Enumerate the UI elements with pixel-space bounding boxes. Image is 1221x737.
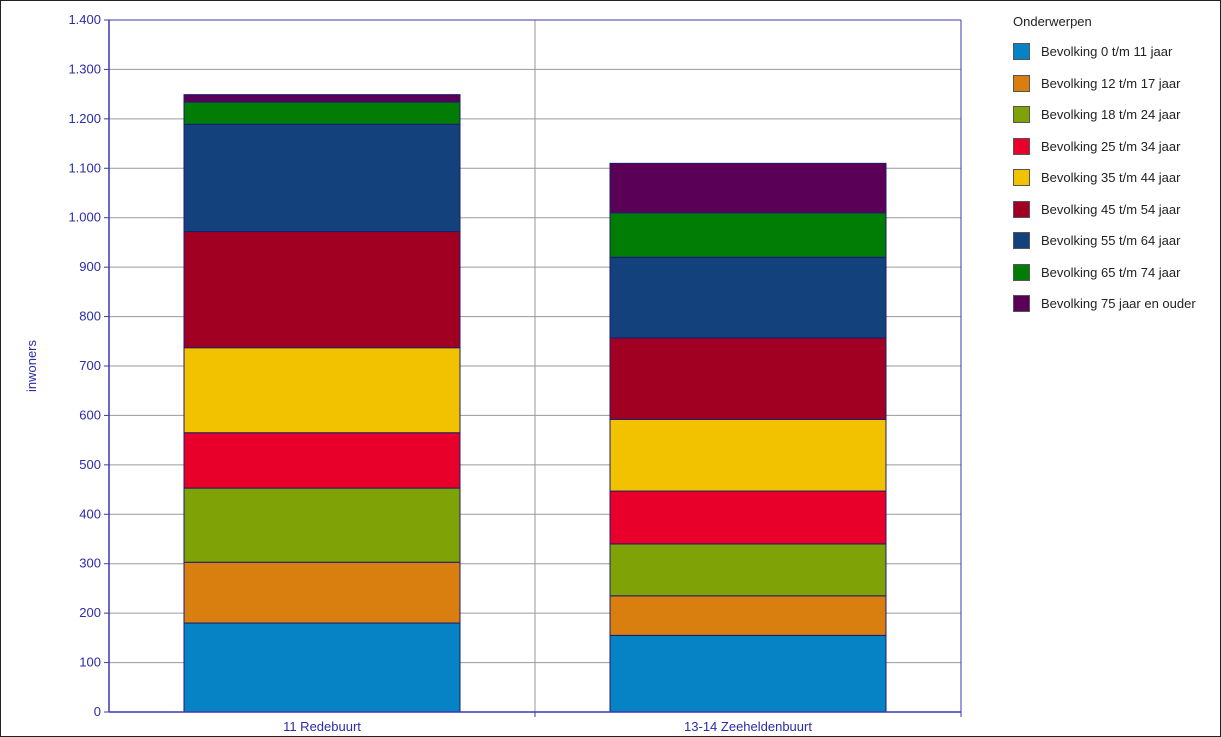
y-tick-label: 1.200 xyxy=(68,111,101,126)
legend-item: Bevolking 35 t/m 44 jaar xyxy=(1013,162,1221,194)
y-tick-label: 600 xyxy=(79,407,101,422)
legend-item: Bevolking 12 t/m 17 jaar xyxy=(1013,68,1221,100)
bar-segment xyxy=(609,418,887,492)
x-tick-label: 13-14 Zeeheldenbuurt xyxy=(684,719,812,734)
legend-item: Bevolking 65 t/m 74 jaar xyxy=(1013,257,1221,289)
legend-item: Bevolking 75 jaar en ouder xyxy=(1013,288,1221,320)
y-tick-label: 1.300 xyxy=(68,61,101,76)
legend-swatch xyxy=(1013,106,1030,124)
bar-segment xyxy=(183,94,461,103)
y-tick-label: 200 xyxy=(79,605,101,620)
bar-segment xyxy=(183,101,461,125)
bar-segment xyxy=(609,634,887,713)
legend-label: Bevolking 65 t/m 74 jaar xyxy=(1041,264,1181,280)
bar-segment xyxy=(609,337,887,420)
legend-title: Onderwerpen xyxy=(1013,14,1092,29)
x-tick-label: 11 Redebuurt xyxy=(283,719,361,734)
legend-label: Bevolking 75 jaar en ouder xyxy=(1041,296,1196,312)
legend-label: Bevolking 12 t/m 17 jaar xyxy=(1041,75,1181,91)
y-tick-label: 100 xyxy=(79,655,101,670)
legend-swatch xyxy=(1013,169,1030,187)
legend-swatch xyxy=(1013,232,1030,250)
y-axis-label: inwoners xyxy=(24,339,39,392)
bar-segment xyxy=(609,595,887,636)
legend-item: Bevolking 0 t/m 11 jaar xyxy=(1013,36,1221,68)
y-tick-label: 300 xyxy=(79,556,101,571)
bar-segment xyxy=(183,487,461,563)
bar-segment xyxy=(609,543,887,597)
y-tick-label: 0 xyxy=(94,704,101,719)
y-tick-label: 1.000 xyxy=(68,210,101,225)
bar-segment xyxy=(183,123,461,233)
bar-segment xyxy=(183,622,461,713)
legend-swatch xyxy=(1013,200,1030,218)
legend-swatch xyxy=(1013,137,1030,155)
legend-label: Bevolking 25 t/m 34 jaar xyxy=(1041,138,1181,154)
legend-swatch xyxy=(1013,295,1030,313)
bar-segment xyxy=(609,162,887,214)
legend-label: Bevolking 45 t/m 54 jaar xyxy=(1041,201,1181,217)
legend-items: Bevolking 0 t/m 11 jaar Bevolking 12 t/m … xyxy=(1013,36,1221,320)
legend-item: Bevolking 25 t/m 34 jaar xyxy=(1013,131,1221,163)
y-tick-label: 800 xyxy=(79,309,101,324)
legend-label: Bevolking 35 t/m 44 jaar xyxy=(1041,170,1181,186)
y-tick-label: 400 xyxy=(79,506,101,521)
bar-segment xyxy=(609,212,887,258)
legend-swatch xyxy=(1013,263,1030,281)
bar-segment xyxy=(183,432,461,489)
legend-item: Bevolking 55 t/m 64 jaar xyxy=(1013,225,1221,257)
y-tick-label: 1.400 xyxy=(68,12,101,27)
legend-swatch xyxy=(1013,74,1030,92)
legend-item: Bevolking 45 t/m 54 jaar xyxy=(1013,194,1221,226)
y-tick-label: 1.100 xyxy=(68,160,101,175)
legend-swatch xyxy=(1013,43,1030,61)
legend-label: Bevolking 18 t/m 24 jaar xyxy=(1041,107,1181,123)
bar-segment xyxy=(609,256,887,339)
legend-item: Bevolking 18 t/m 24 jaar xyxy=(1013,99,1221,131)
bar-segment xyxy=(609,490,887,545)
y-tick-label: 500 xyxy=(79,457,101,472)
bar-segment xyxy=(183,561,461,624)
legend: Onderwerpen Bevolking 0 t/m 11 jaar Bevol… xyxy=(1013,14,1221,320)
bar-segment xyxy=(183,347,461,434)
y-tick-label: 900 xyxy=(79,259,101,274)
legend-label: Bevolking 0 t/m 11 jaar xyxy=(1041,44,1173,60)
bar-segment xyxy=(183,231,461,349)
y-tick-label: 700 xyxy=(79,358,101,373)
legend-label: Bevolking 55 t/m 64 jaar xyxy=(1041,233,1181,249)
